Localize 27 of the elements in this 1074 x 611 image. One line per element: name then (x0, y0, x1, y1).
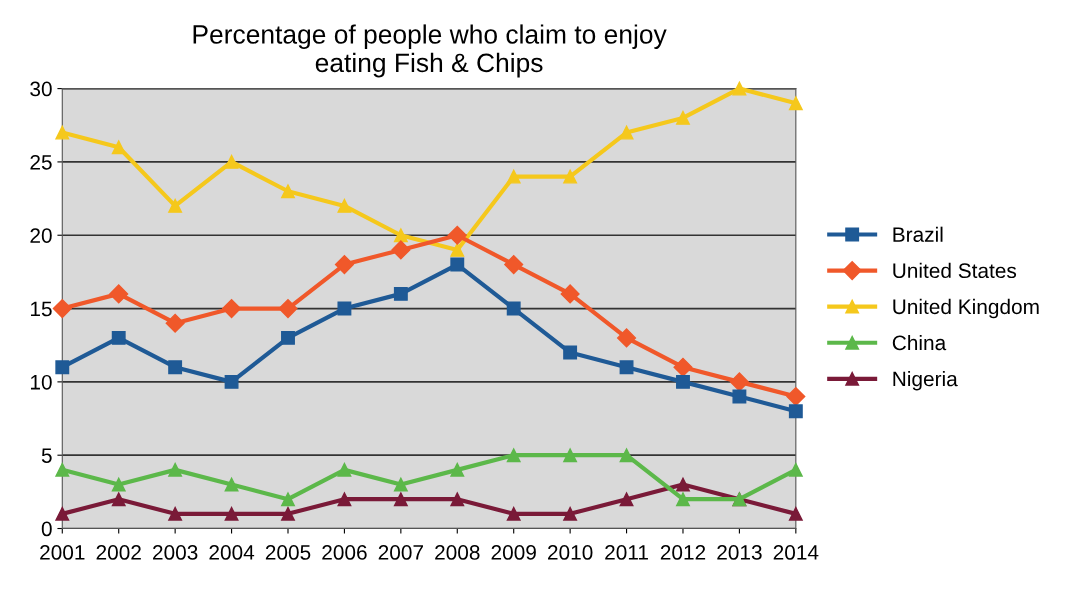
x-tick-label: 2008 (435, 545, 480, 560)
x-tick-label: 2012 (660, 545, 706, 560)
x-tick-label: 2005 (265, 545, 311, 560)
x-tick-label: 2006 (322, 545, 367, 560)
legend-label: United Kingdom (893, 298, 1039, 319)
x-tick-label: 2001 (40, 545, 85, 560)
x-tick-label: 2010 (548, 545, 593, 560)
y-tick-label: 25 (30, 154, 52, 170)
x-tick-label: 2003 (153, 545, 198, 560)
x-tick-label: 2011 (605, 545, 648, 560)
x-tick-label: 2014 (773, 545, 819, 560)
x-tick-label: 2004 (209, 545, 255, 560)
legend-label: China (892, 334, 947, 351)
y-tick-label: 30 (30, 81, 52, 97)
x-tick-label: 2013 (717, 545, 762, 560)
y-tick-label: 20 (30, 228, 52, 243)
x-tick-label: 2007 (378, 545, 423, 560)
chart-title: Percentage of people who claim to enjoy eating Fish & Chips (193, 24, 667, 78)
legend-label: United States (893, 262, 1017, 279)
legend-label: Nigeria (893, 371, 958, 391)
y-tick-label: 0 (41, 521, 52, 537)
x-tick-label: 2009 (491, 545, 536, 560)
x-tick-label: 2002 (96, 545, 141, 560)
y-tick-label: 10 (30, 374, 52, 390)
y-tick-label: 15 (30, 301, 52, 317)
legend-label: Brazil (893, 226, 943, 242)
y-tick-label: 5 (41, 448, 52, 463)
